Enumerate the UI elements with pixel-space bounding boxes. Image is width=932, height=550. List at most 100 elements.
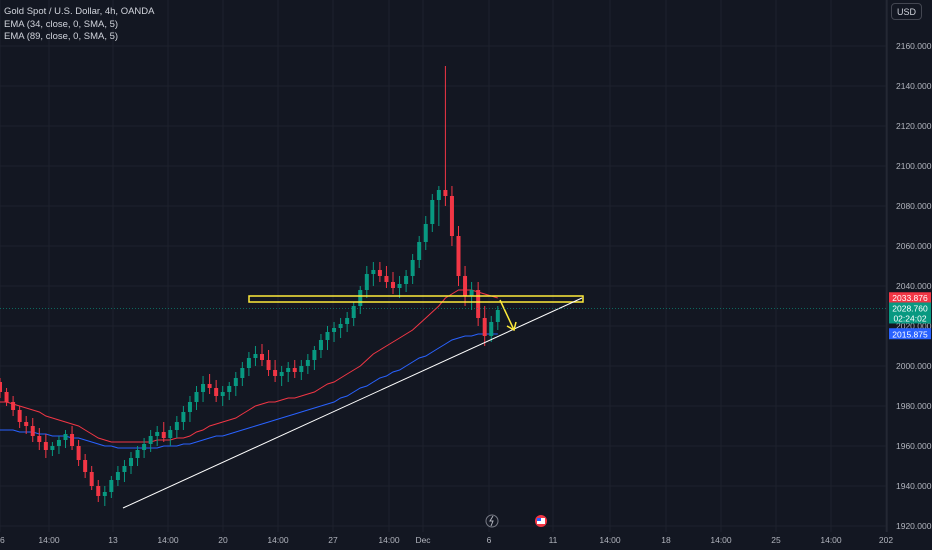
candle-body bbox=[129, 458, 133, 466]
down-arrow-head bbox=[506, 321, 517, 332]
x-tick-label: 14:00 bbox=[378, 535, 400, 545]
y-tick-label: 2120.000 bbox=[896, 121, 932, 131]
y-tick-label: 2000.000 bbox=[896, 361, 932, 371]
x-tick-label: 14:00 bbox=[38, 535, 60, 545]
candle-body bbox=[469, 290, 474, 296]
candle-body bbox=[391, 282, 395, 288]
candle-body bbox=[70, 434, 75, 446]
flag-icon[interactable] bbox=[535, 515, 547, 527]
candle-body bbox=[430, 200, 435, 224]
candle-body bbox=[279, 372, 284, 376]
candle-body bbox=[142, 444, 147, 450]
candle-body bbox=[351, 306, 356, 318]
candle-body bbox=[482, 318, 487, 336]
candle-body bbox=[214, 388, 219, 396]
candle-body bbox=[233, 378, 238, 386]
y-tick-label: 1940.000 bbox=[896, 481, 932, 491]
candle-body bbox=[201, 384, 206, 392]
x-tick-label: 202 bbox=[879, 535, 893, 545]
x-tick-label: 25 bbox=[771, 535, 781, 545]
candle-body bbox=[338, 324, 343, 328]
candle-body bbox=[292, 368, 297, 372]
candle-body bbox=[364, 274, 369, 290]
candle-body bbox=[115, 472, 120, 480]
candle-body bbox=[96, 486, 101, 496]
candle-body bbox=[286, 368, 291, 372]
y-tick-label: 2100.000 bbox=[896, 161, 932, 171]
candle-body bbox=[227, 386, 232, 392]
candle-body bbox=[102, 492, 107, 496]
candle-body bbox=[135, 450, 140, 458]
y-tick-label: 2040.000 bbox=[896, 281, 932, 291]
candle-body bbox=[181, 412, 186, 422]
candle-body bbox=[30, 426, 35, 436]
candle-body bbox=[417, 242, 422, 260]
candle-body bbox=[11, 402, 16, 410]
chart-legend: Gold Spot / U.S. Dollar, 4h, OANDA EMA (… bbox=[4, 6, 154, 44]
y-tick-label: 1980.000 bbox=[896, 401, 932, 411]
candle-body bbox=[122, 466, 127, 472]
candle-body bbox=[168, 430, 173, 438]
candle-body bbox=[155, 432, 160, 436]
candle-body bbox=[436, 190, 441, 200]
currency-button[interactable]: USD bbox=[891, 3, 922, 20]
candle-body bbox=[109, 480, 114, 492]
candle-body bbox=[56, 440, 61, 446]
candle-body bbox=[443, 190, 448, 196]
price-badge-label: 2015.875 bbox=[892, 329, 928, 339]
candle-body bbox=[358, 290, 363, 306]
candle-body bbox=[83, 460, 88, 472]
candle-body bbox=[384, 276, 389, 282]
candle-body bbox=[377, 270, 382, 276]
x-tick-label: 14:00 bbox=[267, 535, 289, 545]
candle-body bbox=[463, 276, 468, 296]
ema34-legend: EMA (34, close, 0, SMA, 5) bbox=[4, 18, 119, 30]
y-tick-label: 1960.000 bbox=[896, 441, 932, 451]
ema34-line bbox=[0, 289, 498, 443]
x-tick-label: 18 bbox=[661, 535, 671, 545]
candle-body bbox=[50, 446, 55, 450]
x-tick-label: 14:00 bbox=[157, 535, 179, 545]
candle-body bbox=[148, 436, 153, 444]
candles bbox=[0, 66, 500, 506]
price-badge-label: 2033.876 bbox=[892, 293, 928, 303]
x-tick-label: 6 bbox=[0, 535, 5, 545]
candle-body bbox=[312, 350, 317, 360]
support-trendline bbox=[122, 297, 583, 509]
candle-body bbox=[332, 328, 337, 332]
y-tick-label: 2080.000 bbox=[896, 201, 932, 211]
candle-body bbox=[476, 290, 481, 318]
y-tick-label: 2140.000 bbox=[896, 81, 932, 91]
price-badge-label: 2028.760 bbox=[892, 303, 928, 313]
y-tick-label: 2060.000 bbox=[896, 241, 932, 251]
x-tick-label: Dec bbox=[415, 535, 431, 545]
x-tick-label: 20 bbox=[218, 535, 228, 545]
candle-body bbox=[174, 422, 179, 430]
price-badge bbox=[889, 328, 931, 340]
candle-body bbox=[187, 402, 192, 412]
candle-body bbox=[240, 368, 245, 378]
candle-body bbox=[76, 446, 81, 460]
lightning-icon[interactable] bbox=[485, 514, 499, 528]
candle-body bbox=[397, 284, 402, 288]
price-badge bbox=[889, 292, 931, 304]
x-tick-label: 14:00 bbox=[599, 535, 621, 545]
candle-body bbox=[489, 322, 494, 336]
candle-body bbox=[63, 434, 68, 440]
x-tick-label: 6 bbox=[487, 535, 492, 545]
candle-body bbox=[423, 224, 428, 242]
ema34-line-group bbox=[0, 289, 498, 443]
y-tick-label: 2160.000 bbox=[896, 41, 932, 51]
x-tick-label: 11 bbox=[549, 535, 558, 545]
candle-body bbox=[345, 318, 350, 324]
candle-body bbox=[404, 276, 409, 284]
price-badge bbox=[889, 312, 931, 324]
candle-body bbox=[43, 442, 48, 450]
price-badge bbox=[889, 302, 931, 314]
candle-body bbox=[246, 358, 251, 368]
down-arrow bbox=[499, 299, 515, 331]
candle-body bbox=[299, 366, 304, 372]
x-axis-ticks: 6 14:00 13 14:00 20 14:00 27 14:00 Dec 6 11 14:00 18… bbox=[0, 535, 893, 545]
